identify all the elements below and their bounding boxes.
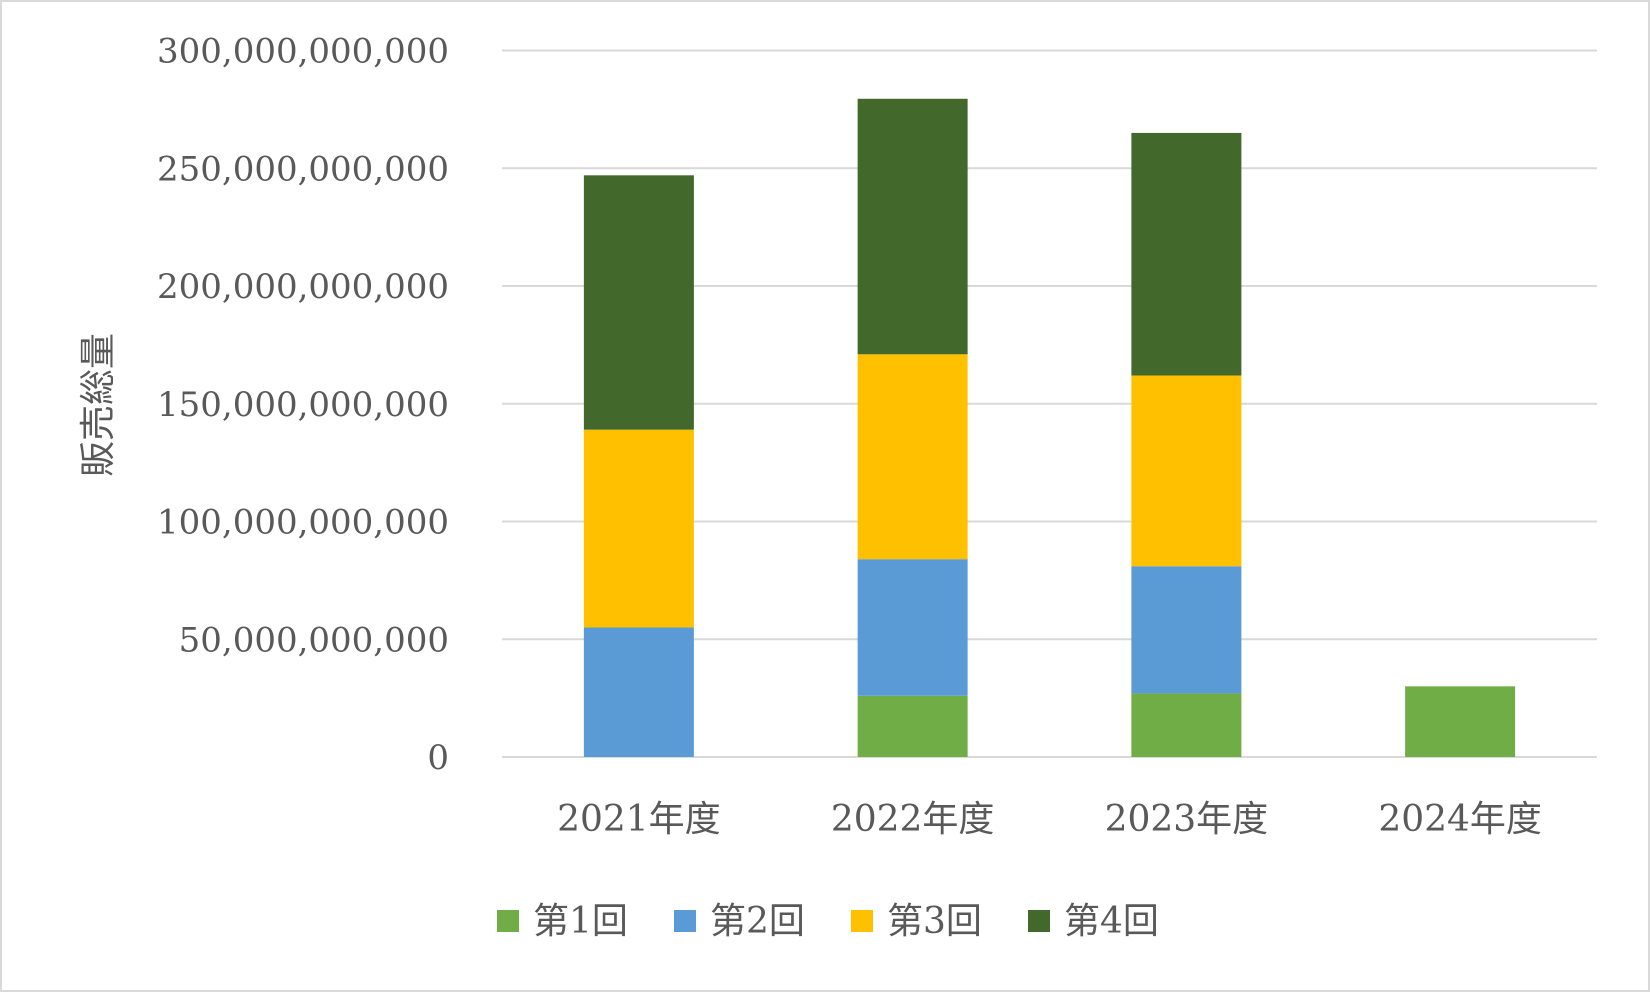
bar-segment: [1131, 693, 1242, 757]
bar-segment: [583, 627, 694, 757]
y-axis-label: 販売総量: [78, 333, 119, 477]
x-axis-ticks: 2021年度 2022年度 2023年度 2024年度: [557, 799, 1542, 840]
y-axis-ticks: 0 50,000,000,000 100,000,000,000 150,000,00…: [157, 32, 449, 779]
y-tick-label: 0: [427, 738, 449, 778]
legend-swatch: [1028, 910, 1050, 932]
x-tick-label: 2023年度: [1105, 799, 1269, 840]
y-tick-label: 100,000,000,000: [157, 503, 449, 543]
bar-segment: [1131, 132, 1242, 376]
y-tick-label: 300,000,000,000: [157, 32, 449, 72]
bar-segment: [857, 354, 968, 560]
legend-swatch: [851, 910, 873, 932]
y-tick-label: 50,000,000,000: [179, 620, 449, 660]
legend: 第1回 第2回 第3回 第4回: [497, 901, 1159, 942]
bar-segment: [1405, 686, 1516, 757]
legend-swatch: [674, 910, 696, 932]
legend-swatch: [497, 910, 519, 932]
legend-label: 第3回: [887, 901, 982, 942]
x-tick-label: 2022年度: [831, 799, 995, 840]
bar-segment: [583, 175, 694, 430]
x-tick-label: 2021年度: [557, 799, 721, 840]
y-tick-label: 150,000,000,000: [157, 385, 449, 425]
bars: [583, 98, 1516, 757]
bar-segment: [1131, 566, 1242, 694]
legend-label: 第1回: [533, 901, 628, 942]
x-tick-label: 2024年度: [1378, 799, 1542, 840]
bar-segment: [857, 695, 968, 757]
y-tick-label: 250,000,000,000: [157, 149, 449, 189]
bar-segment: [857, 559, 968, 696]
legend-label: 第4回: [1064, 901, 1159, 942]
y-tick-label: 200,000,000,000: [157, 267, 449, 307]
bar-segment: [583, 429, 694, 628]
bar-segment: [1131, 375, 1242, 567]
legend-label: 第2回: [710, 901, 805, 942]
bar-segment: [857, 98, 968, 355]
